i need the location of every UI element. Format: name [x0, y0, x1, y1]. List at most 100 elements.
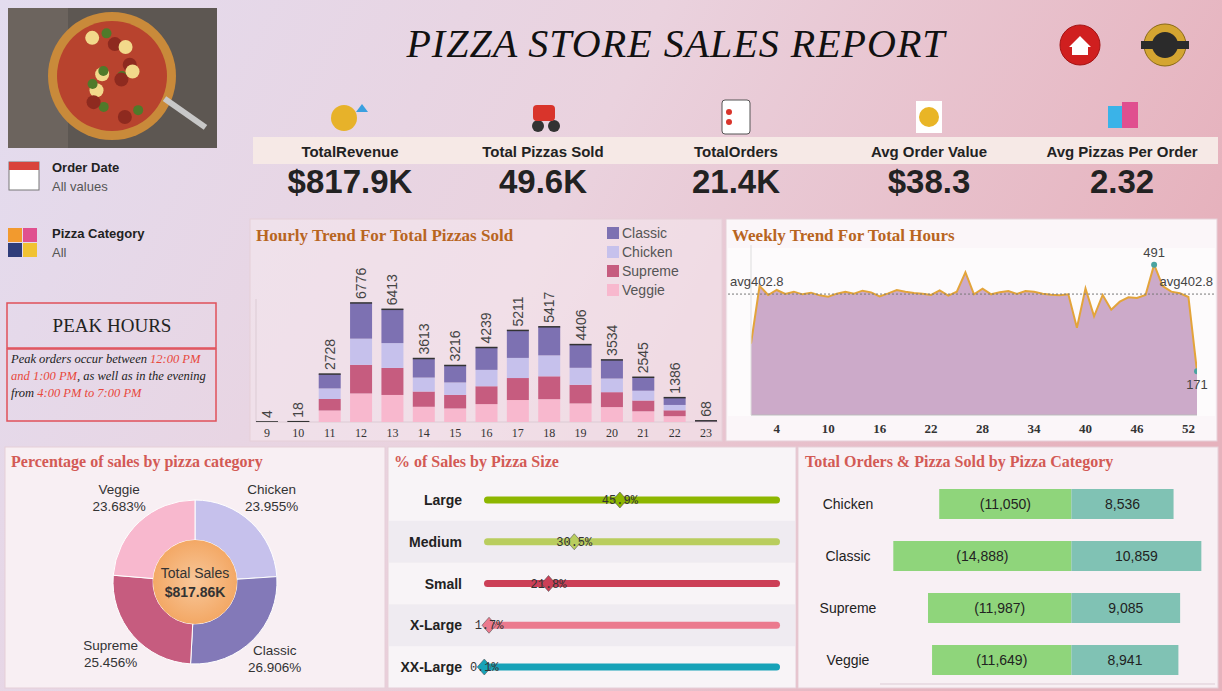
category-icon	[8, 228, 22, 242]
dollar-bg	[916, 101, 942, 133]
bar-segment	[444, 408, 466, 422]
total-line	[570, 344, 592, 346]
total-label: 2728	[322, 339, 338, 370]
x-tick-label: 40	[1079, 421, 1092, 436]
kpi-value: 49.6K	[499, 163, 587, 200]
bar-segment	[601, 360, 623, 379]
x-tick-label: 20	[606, 426, 618, 440]
category-icon	[8, 243, 22, 257]
row-stripe	[389, 521, 795, 563]
reference-label: avg402.8	[1160, 274, 1214, 289]
x-tick-label: 28	[976, 421, 990, 436]
x-tick-label: 10	[822, 421, 835, 436]
bar-segment	[476, 386, 498, 404]
bar-segment	[319, 374, 341, 388]
bar-segment	[570, 368, 592, 385]
bar-segment	[538, 355, 560, 376]
kpi-label: TotalRevenue	[301, 143, 398, 160]
bar-segment	[538, 376, 560, 399]
bar-segment	[287, 421, 309, 422]
total-label: 4	[259, 410, 275, 418]
slice-value: 23.683%	[92, 499, 145, 514]
total-label: 5211	[510, 296, 526, 326]
x-tick-label: 46	[1130, 421, 1144, 436]
center-value: $817.86K	[165, 584, 226, 600]
x-tick-label: 52	[1182, 421, 1195, 436]
x-tick-label: 4	[773, 421, 780, 436]
kpi-value: 2.32	[1090, 163, 1154, 200]
area-group	[751, 262, 1197, 415]
data-label: (11,987)	[974, 600, 1025, 616]
calendar-icon	[9, 162, 39, 190]
bar-segment	[413, 359, 435, 378]
bestseller-icon-ribbon	[1141, 41, 1189, 49]
bar-segment	[381, 309, 403, 343]
bar-segment	[1071, 593, 1180, 623]
money-bag	[331, 105, 357, 131]
bar-segment	[601, 379, 623, 393]
pizza-topping	[88, 79, 98, 89]
data-label: 45.9%	[602, 494, 639, 508]
bar-segment	[413, 407, 435, 422]
data-label: 491	[1143, 245, 1165, 260]
x-tick-label: 23	[700, 426, 712, 440]
legend-label: Veggie	[622, 282, 665, 298]
bar-segment	[632, 401, 654, 412]
peak-text: Peak orders occur between	[11, 352, 150, 366]
pizza-topping	[98, 66, 108, 76]
bar-segment	[319, 388, 341, 399]
slice-label: Supreme	[83, 638, 138, 653]
bar-segment	[476, 348, 498, 370]
legend-swatch	[607, 246, 619, 258]
bar-segment	[570, 345, 592, 368]
legend-swatch	[607, 284, 619, 296]
total-line	[507, 330, 529, 332]
area-line	[751, 265, 1197, 372]
category-icon	[23, 228, 37, 242]
bar-segment	[256, 421, 278, 422]
panel-size	[388, 447, 796, 688]
total-line	[287, 421, 309, 422]
bar-segment	[350, 393, 372, 422]
bar-segment	[538, 327, 560, 356]
x-tick-label: 22	[669, 426, 681, 440]
bar-segment	[695, 420, 717, 421]
total-line	[319, 373, 341, 375]
background	[0, 0, 1222, 691]
total-label: 3216	[447, 330, 463, 361]
total-label: 4406	[573, 309, 589, 340]
pizza-topping	[126, 65, 140, 79]
dot	[726, 119, 732, 125]
bar-segment	[1071, 541, 1201, 571]
y-tick-label: Medium	[409, 534, 462, 550]
kpi-value: $38.3	[888, 163, 971, 200]
total-line	[538, 326, 560, 328]
bar-segment	[695, 421, 717, 422]
data-label: 9,085	[1108, 600, 1143, 616]
bar-segment	[381, 395, 403, 422]
bar-segment	[538, 399, 560, 422]
bar-segment	[695, 421, 717, 422]
bar-segment	[664, 405, 686, 410]
filter-label: Order Date	[52, 160, 119, 175]
bar-segment	[939, 489, 1071, 519]
pizza-topping	[118, 110, 132, 124]
data-label: (11,649)	[976, 652, 1027, 668]
range-track	[484, 622, 780, 629]
bar-segment	[381, 343, 403, 368]
total-line	[664, 397, 686, 399]
slice-value: 23.955%	[245, 499, 298, 514]
total-label: 5417	[541, 291, 557, 322]
bar-segment	[507, 358, 529, 378]
pizza-photo	[8, 8, 217, 148]
bar-segment	[664, 410, 686, 416]
data-label: (14,888)	[956, 548, 1008, 564]
bar-segment	[350, 303, 372, 339]
y-tick-label: XX-Large	[401, 659, 463, 675]
bar-segment	[507, 400, 529, 422]
kpi-icon	[532, 105, 560, 132]
x-tick-label: 22	[925, 421, 938, 436]
x-tick-label: 13	[386, 426, 398, 440]
range-track	[484, 664, 780, 671]
wheel	[548, 120, 560, 132]
